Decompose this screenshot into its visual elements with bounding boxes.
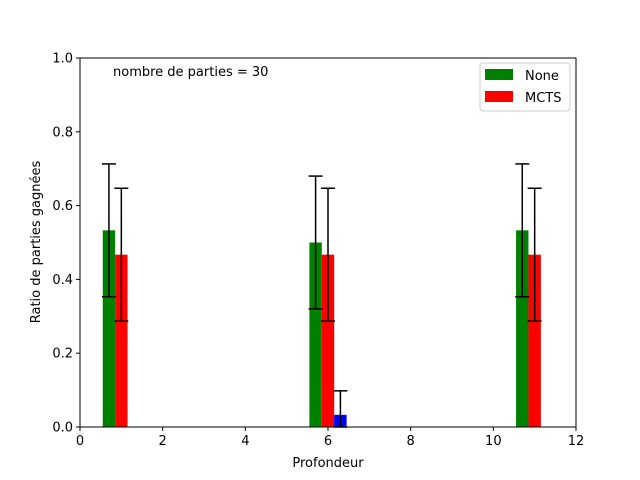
errorbar-series0-1 xyxy=(308,175,323,310)
x-tick-label: 0 xyxy=(76,434,84,449)
x-tick-label: 10 xyxy=(485,434,502,449)
errorbar-series0-2 xyxy=(515,163,530,298)
legend: None MCTS xyxy=(479,62,571,112)
x-tick-label: 6 xyxy=(324,434,332,449)
x-ticks: 0 2 4 6 8 10 12 xyxy=(76,427,584,449)
bar-series1-2 xyxy=(528,254,541,427)
bar-series0-1 xyxy=(309,242,322,427)
y-tick-label: 0.2 xyxy=(52,347,73,362)
legend-label-mcts: MCTS xyxy=(525,91,562,106)
errorbar-series1-0 xyxy=(114,187,129,322)
x-axis-label: Profondeur xyxy=(292,456,364,471)
y-tick-label: 0.4 xyxy=(52,273,73,288)
y-tick-label: 0.8 xyxy=(52,125,73,140)
legend-swatch-mcts xyxy=(485,91,513,102)
annotation-text: nombre de parties = 30 xyxy=(113,65,268,80)
errorbar-series1-2 xyxy=(527,187,542,322)
legend-swatch-none xyxy=(485,69,513,80)
y-ticks: 0.0 0.2 0.4 0.6 0.8 1.0 xyxy=(52,52,80,436)
x-tick-label: 2 xyxy=(159,434,167,449)
y-tick-label: 0.0 xyxy=(52,421,73,436)
errorbar-series0-0 xyxy=(101,163,116,298)
bar-series1-1 xyxy=(321,254,335,427)
y-tick-label: 0.6 xyxy=(52,199,73,214)
x-tick-label: 4 xyxy=(241,434,249,449)
legend-label-none: None xyxy=(525,69,559,84)
y-tick-label: 1.0 xyxy=(52,52,73,67)
bar-series0-0 xyxy=(102,230,116,427)
bar-series0-2 xyxy=(516,230,529,427)
bars-layer xyxy=(102,230,541,427)
y-axis-label: Ratio de parties gagnées xyxy=(29,161,44,324)
bar-series1-0 xyxy=(115,254,128,427)
error-bars-layer xyxy=(101,163,542,428)
x-tick-label: 12 xyxy=(568,434,585,449)
errorbar-series1-1 xyxy=(321,187,335,322)
x-tick-label: 8 xyxy=(407,434,415,449)
